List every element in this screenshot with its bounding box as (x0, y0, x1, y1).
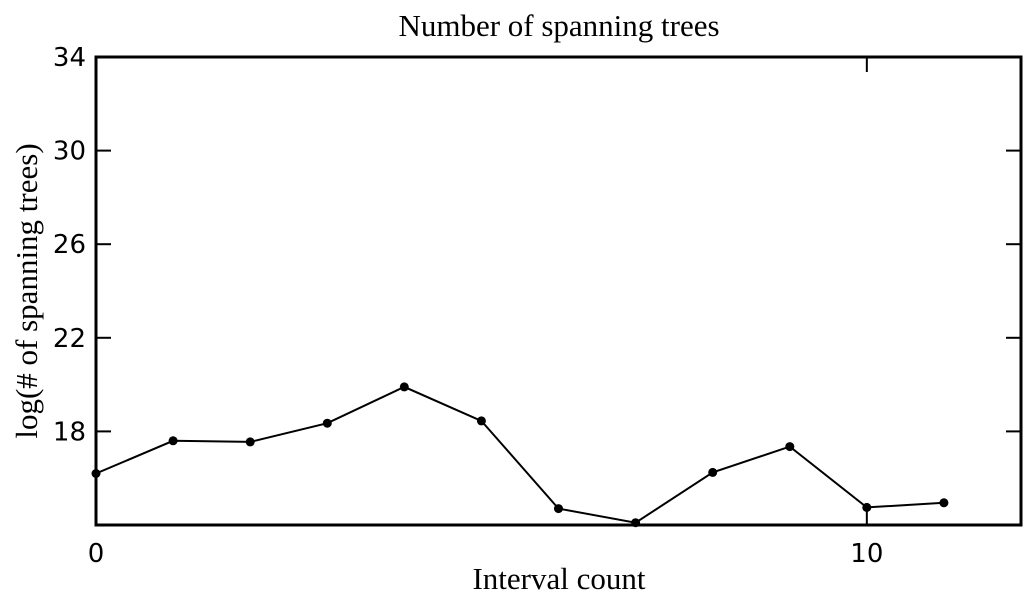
y-tick-label: 26 (53, 230, 86, 260)
data-point (322, 418, 332, 428)
x-axis-label: Interval count (472, 561, 645, 596)
y-tick-label: 30 (53, 137, 86, 167)
data-point (476, 416, 486, 426)
data-point (399, 382, 409, 392)
plot-frame (94, 55, 1023, 527)
y-tick-label: 22 (53, 324, 86, 354)
data-point (245, 437, 255, 447)
data-point (554, 504, 563, 514)
series-line (95, 385, 944, 524)
chart-title: Number of spanning trees (398, 8, 719, 43)
x-tick-label: 10 (850, 539, 883, 569)
tick-labels: 18 22 26 30 34 0 10 (53, 43, 883, 569)
axis-ticks (95, 56, 1021, 525)
data-point (708, 467, 718, 477)
data-points (91, 382, 949, 528)
x-tick-label: 0 (88, 539, 105, 569)
data-point (862, 502, 872, 512)
data-point (785, 442, 795, 452)
data-point (168, 436, 178, 446)
y-tick-label: 34 (53, 43, 86, 73)
data-point (939, 498, 949, 508)
y-axis-label: log(# of spanning trees) (9, 143, 44, 438)
y-tick-label: 18 (53, 417, 86, 447)
